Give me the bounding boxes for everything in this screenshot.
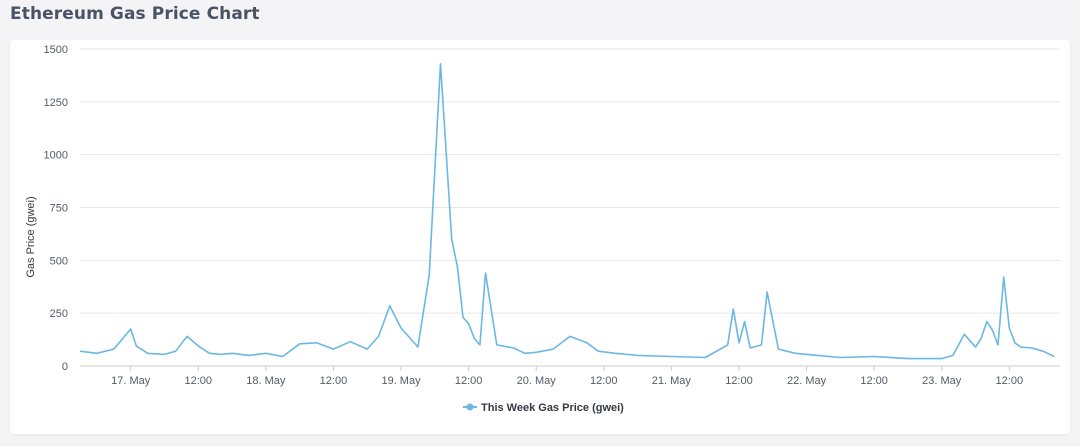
grid-lines xyxy=(80,48,1060,367)
y-tick-label: 1000 xyxy=(44,150,68,162)
y-tick-labels: 0 250 500 750 1000 1250 1500 xyxy=(44,44,68,373)
legend-dot-marker xyxy=(466,403,474,411)
x-tick-label: 17. May xyxy=(111,375,151,387)
y-tick-label: 1500 xyxy=(44,44,68,56)
y-tick-label: 0 xyxy=(62,361,68,373)
y-tick-label: 250 xyxy=(50,308,68,320)
x-tick-labels: 17. May 12:00 18. May 12:00 19. May 12:00 20. … xyxy=(111,366,1023,387)
x-tick-label: 12:00 xyxy=(320,375,348,387)
x-tick-label: 12:00 xyxy=(590,375,618,387)
x-tick-label: 12:00 xyxy=(185,375,213,387)
x-tick-label: 18. May xyxy=(246,375,286,387)
y-tick-label: 750 xyxy=(50,203,68,215)
x-tick-label: 21. May xyxy=(652,375,692,387)
gas-price-chart: 0 250 500 750 1000 1250 1500 17. May 12:00 18. M… xyxy=(25,44,1060,414)
x-tick-label: 12:00 xyxy=(455,375,483,387)
y-tick-label: 500 xyxy=(50,255,68,267)
page-title: Ethereum Gas Price Chart xyxy=(10,4,260,24)
y-tick-label: 1250 xyxy=(44,97,68,109)
x-tick-label: 20. May xyxy=(517,375,557,387)
x-tick-label: 23. May xyxy=(922,375,962,387)
x-tick-label: 19. May xyxy=(381,375,421,387)
chart-card: 0 250 500 750 1000 1250 1500 17. May 12:00 18. M… xyxy=(10,40,1070,434)
series-line xyxy=(79,63,1055,360)
y-axis-title: Gas Price (gwei) xyxy=(25,196,37,277)
legend-label: This Week Gas Price (gwei) xyxy=(481,402,624,414)
x-tick-label: 22. May xyxy=(787,375,827,387)
x-tick-label: 12:00 xyxy=(860,375,888,387)
x-tick-label: 12:00 xyxy=(996,375,1024,387)
x-tick-label: 12:00 xyxy=(725,375,753,387)
legend[interactable]: This Week Gas Price (gwei) xyxy=(463,402,624,414)
